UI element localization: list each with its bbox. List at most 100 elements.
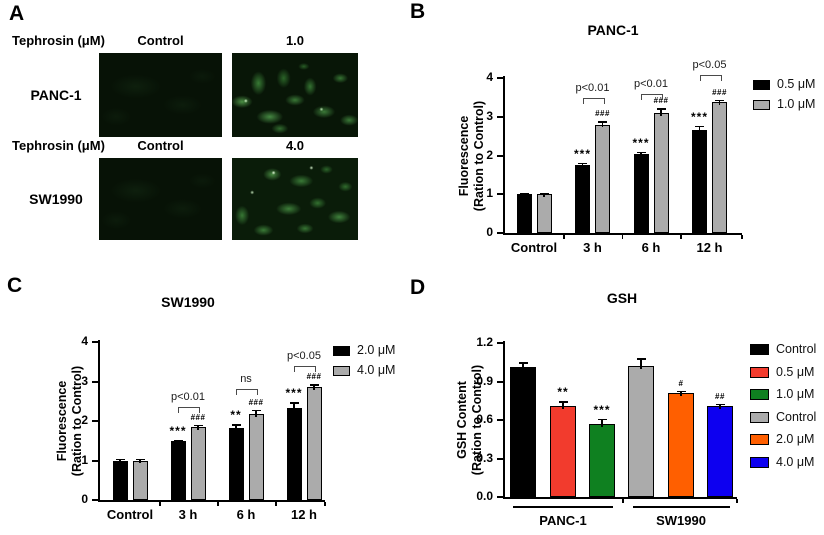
x-tick xyxy=(621,235,624,239)
error-bar-line xyxy=(523,193,525,198)
sig-label: ### xyxy=(248,397,264,407)
chart-title: GSH xyxy=(606,290,638,306)
legend-swatch xyxy=(750,389,769,400)
error-bar-cap xyxy=(115,458,125,461)
sig-label: *** xyxy=(593,402,611,417)
error-bar-cap xyxy=(309,384,319,386)
x-category-label: 12 h xyxy=(290,507,317,522)
error-bar-line xyxy=(197,424,199,430)
y-tick xyxy=(497,496,503,498)
error-bar-line xyxy=(313,384,315,390)
panel-b-chart: 0 1 2 3 4 PANC-1 Fluorescence (Ration to Contro… xyxy=(400,0,824,268)
panel-letter-a: A xyxy=(9,2,25,25)
error-bar-cap xyxy=(135,458,145,461)
legend-swatch xyxy=(750,344,769,355)
error-bar-line xyxy=(139,458,141,464)
sig-label: *** xyxy=(573,146,591,161)
legend-swatch xyxy=(750,434,769,445)
y-tick-label: 2 xyxy=(81,413,88,427)
col-header-dose-row1: 1.0 xyxy=(285,33,305,48)
group-label: PANC-1 xyxy=(539,513,587,528)
x-tick-end xyxy=(741,235,743,239)
bar-PANC-1-Control xyxy=(510,367,536,497)
bar-0.5μM xyxy=(575,165,590,233)
error-bar-line xyxy=(522,362,524,371)
group-underline xyxy=(513,506,613,508)
significance-bracket xyxy=(582,98,605,105)
bracket-p-value: p<0.05 xyxy=(692,58,727,71)
bar-0.5μM xyxy=(633,153,649,233)
sig-label: ### xyxy=(595,109,610,119)
reagent-label-row1: Tephrosin (μM) xyxy=(12,33,105,48)
error-bar-line xyxy=(177,439,179,444)
sig-label: ** xyxy=(230,408,242,423)
significance-bracket xyxy=(699,74,722,81)
y-tick-label: 0.9 xyxy=(476,373,493,388)
error-bar-line xyxy=(581,162,584,169)
col-header-dose-row2: 4.0 xyxy=(285,138,305,153)
legend-swatch xyxy=(750,411,769,423)
legend-swatch xyxy=(333,366,350,376)
y-tick-label: 1 xyxy=(81,452,88,467)
x-tick xyxy=(159,502,161,506)
sig-label: ### xyxy=(653,96,669,106)
legend-label: Control xyxy=(776,409,817,424)
legend-swatch xyxy=(750,456,769,468)
y-axis xyxy=(503,341,505,499)
col-header-control-row1: Control xyxy=(137,33,184,48)
bar-2.0μM xyxy=(170,440,186,500)
error-bar-cap xyxy=(715,403,725,406)
error-bar-line xyxy=(640,358,642,370)
x-axis xyxy=(503,497,737,499)
bar-4.0μM xyxy=(306,386,322,500)
significance-bracket xyxy=(236,388,258,395)
y-tick-label: 3 xyxy=(81,373,88,388)
cell-line-label-panc1: PANC-1 xyxy=(30,87,82,103)
bar-SW1990-4.0μM xyxy=(707,405,733,497)
legend-label: 1.0 μM xyxy=(777,97,816,111)
x-tick xyxy=(275,502,277,506)
panel-letter-b: B xyxy=(410,0,426,23)
sig-label: ### xyxy=(306,372,322,382)
bar-1.0μM xyxy=(536,194,552,233)
y-axis-label: Fluorescence (Ration to Control) xyxy=(457,100,486,211)
panel-c-chart: 0 1 2 3 4 SW1990 Fluorescence (Ration to Contro… xyxy=(0,270,412,535)
error-bar-line xyxy=(543,193,545,198)
legend-swatch xyxy=(333,346,350,356)
bar-2.0μM xyxy=(228,428,244,500)
error-bar-cap xyxy=(289,402,299,404)
error-bar-cap xyxy=(598,121,607,123)
error-bar-line xyxy=(719,403,721,409)
y-tick xyxy=(497,232,503,234)
error-bar-cap xyxy=(519,193,529,195)
error-bar-line xyxy=(119,458,121,464)
panel-d-chart: 0.0 0.3 0.6 0.9 1.2 GSH GSH Content (Ration to … xyxy=(400,270,824,535)
x-axis xyxy=(503,233,742,235)
error-bar-line xyxy=(680,390,682,397)
bar-0.5μM xyxy=(516,194,532,233)
micrograph-sw1990-control xyxy=(99,158,222,240)
bracket-p-value: p<0.01 xyxy=(634,77,668,90)
panel-a: Tephrosin (μM) Control 1.0 PANC-1 Tephro… xyxy=(0,0,400,260)
error-bar-line xyxy=(698,125,701,133)
x-category-label: 3 h xyxy=(178,507,198,522)
x-category-label: 3 h xyxy=(583,240,602,255)
sig-label: *** xyxy=(632,135,650,150)
sig-label: # xyxy=(678,378,684,388)
y-tick-label: 0.6 xyxy=(476,412,493,427)
x-category-label: Control xyxy=(106,507,154,522)
bar-4.0μM xyxy=(132,460,148,500)
legend-label: 4.0 μM xyxy=(776,454,815,469)
y-tick xyxy=(497,154,503,157)
x-category-label: 12 h xyxy=(696,240,723,255)
error-bar-cap xyxy=(676,390,686,392)
y-tick-label: 4 xyxy=(486,70,493,84)
error-bar-line xyxy=(235,424,237,432)
y-tick xyxy=(497,342,503,345)
error-bar-cap xyxy=(251,409,261,412)
bracket-p-value: p<0.01 xyxy=(575,82,610,95)
legend-label: 4.0 μM xyxy=(357,363,396,377)
sig-label: ### xyxy=(190,412,206,422)
error-bar-cap xyxy=(231,424,241,426)
